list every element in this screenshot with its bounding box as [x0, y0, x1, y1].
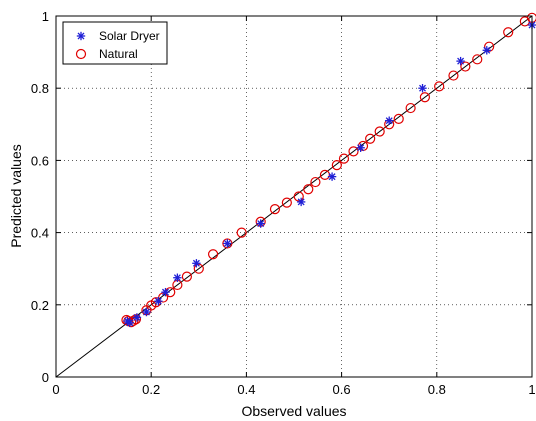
- data-point-circle: [503, 27, 514, 38]
- legend-marker-solar-dryer: [76, 31, 86, 41]
- data-series: [121, 12, 536, 328]
- legend-marker-natural: [75, 48, 87, 60]
- x-tick-label: 1: [528, 382, 535, 397]
- data-point-asterisk: [327, 172, 337, 181]
- data-point-asterisk: [256, 219, 265, 228]
- data-point-asterisk: [125, 318, 134, 328]
- data-point-circle: [193, 263, 204, 274]
- x-axis-label: Observed values: [241, 403, 346, 419]
- y-tick-label: 0.8: [31, 81, 49, 96]
- data-point-circle: [331, 159, 342, 171]
- data-point-circle: [365, 133, 376, 144]
- data-point-circle: [310, 176, 321, 188]
- data-point-asterisk: [456, 56, 465, 66]
- data-point-circle: [150, 297, 162, 308]
- data-point-circle: [472, 54, 483, 65]
- x-tick-label: 0.8: [428, 382, 446, 397]
- data-point-circle: [130, 314, 142, 325]
- data-point-circle: [338, 153, 350, 164]
- data-point-asterisk: [482, 46, 491, 55]
- y-tick-label: 0.6: [31, 153, 49, 168]
- legend: Solar Dryer Natural: [62, 21, 168, 65]
- data-point-circle: [374, 126, 385, 137]
- data-point-circle: [419, 92, 430, 103]
- x-tick-label: 0: [52, 382, 59, 397]
- y-axis-label: Predicted values: [8, 144, 24, 248]
- legend-box: [62, 21, 168, 65]
- x-tick-label: 0.6: [333, 382, 351, 397]
- data-point-asterisk: [132, 313, 142, 322]
- data-point-asterisk: [356, 143, 365, 152]
- y-tick-label: 0.2: [31, 298, 49, 313]
- data-point-asterisk: [173, 273, 182, 282]
- data-point-asterisk: [154, 296, 163, 306]
- data-point-circle: [393, 113, 404, 124]
- data-point-circle: [236, 227, 247, 238]
- data-point-circle: [303, 184, 314, 195]
- data-point-circle: [448, 70, 459, 81]
- y-tick-label: 1: [42, 9, 49, 24]
- data-point-asterisk: [192, 259, 201, 268]
- data-point-asterisk: [223, 239, 232, 248]
- y-axis-ticks: 0 0.2 0.4 0.6 0.8 1: [31, 9, 532, 385]
- legend-label-solar-dryer: Solar Dryer: [99, 29, 160, 43]
- data-point-circle: [484, 41, 495, 52]
- x-tick-label: 0.2: [142, 382, 160, 397]
- data-point-circle: [348, 146, 359, 157]
- y-tick-label: 0.4: [31, 226, 49, 241]
- asterisk-marker-icon: [76, 31, 86, 41]
- plot-frame: [55, 15, 533, 378]
- data-point-circle: [460, 61, 471, 72]
- data-point-circle: [269, 204, 281, 215]
- data-point-circle: [293, 191, 304, 202]
- data-point-asterisk: [142, 307, 151, 317]
- data-point-circle: [181, 271, 192, 282]
- data-point-circle: [281, 197, 292, 208]
- data-point-circle: [207, 249, 219, 260]
- data-point-circle: [222, 238, 233, 249]
- data-point-asterisk: [418, 84, 427, 93]
- series-solar-dryer: [123, 20, 536, 328]
- x-axis-ticks: 0 0.2 0.4 0.6 0.8 1: [52, 16, 536, 397]
- data-point-asterisk: [161, 287, 170, 297]
- data-point-circle: [434, 81, 445, 92]
- y-tick-label: 0: [42, 370, 49, 385]
- data-point-asterisk: [385, 116, 394, 125]
- legend-label-natural: Natural: [99, 47, 138, 61]
- x-tick-label: 0.4: [237, 382, 255, 397]
- grid-lines: [56, 16, 532, 377]
- data-point-asterisk: [296, 197, 306, 207]
- circle-marker-icon: [75, 48, 87, 60]
- data-point-circle: [405, 102, 416, 114]
